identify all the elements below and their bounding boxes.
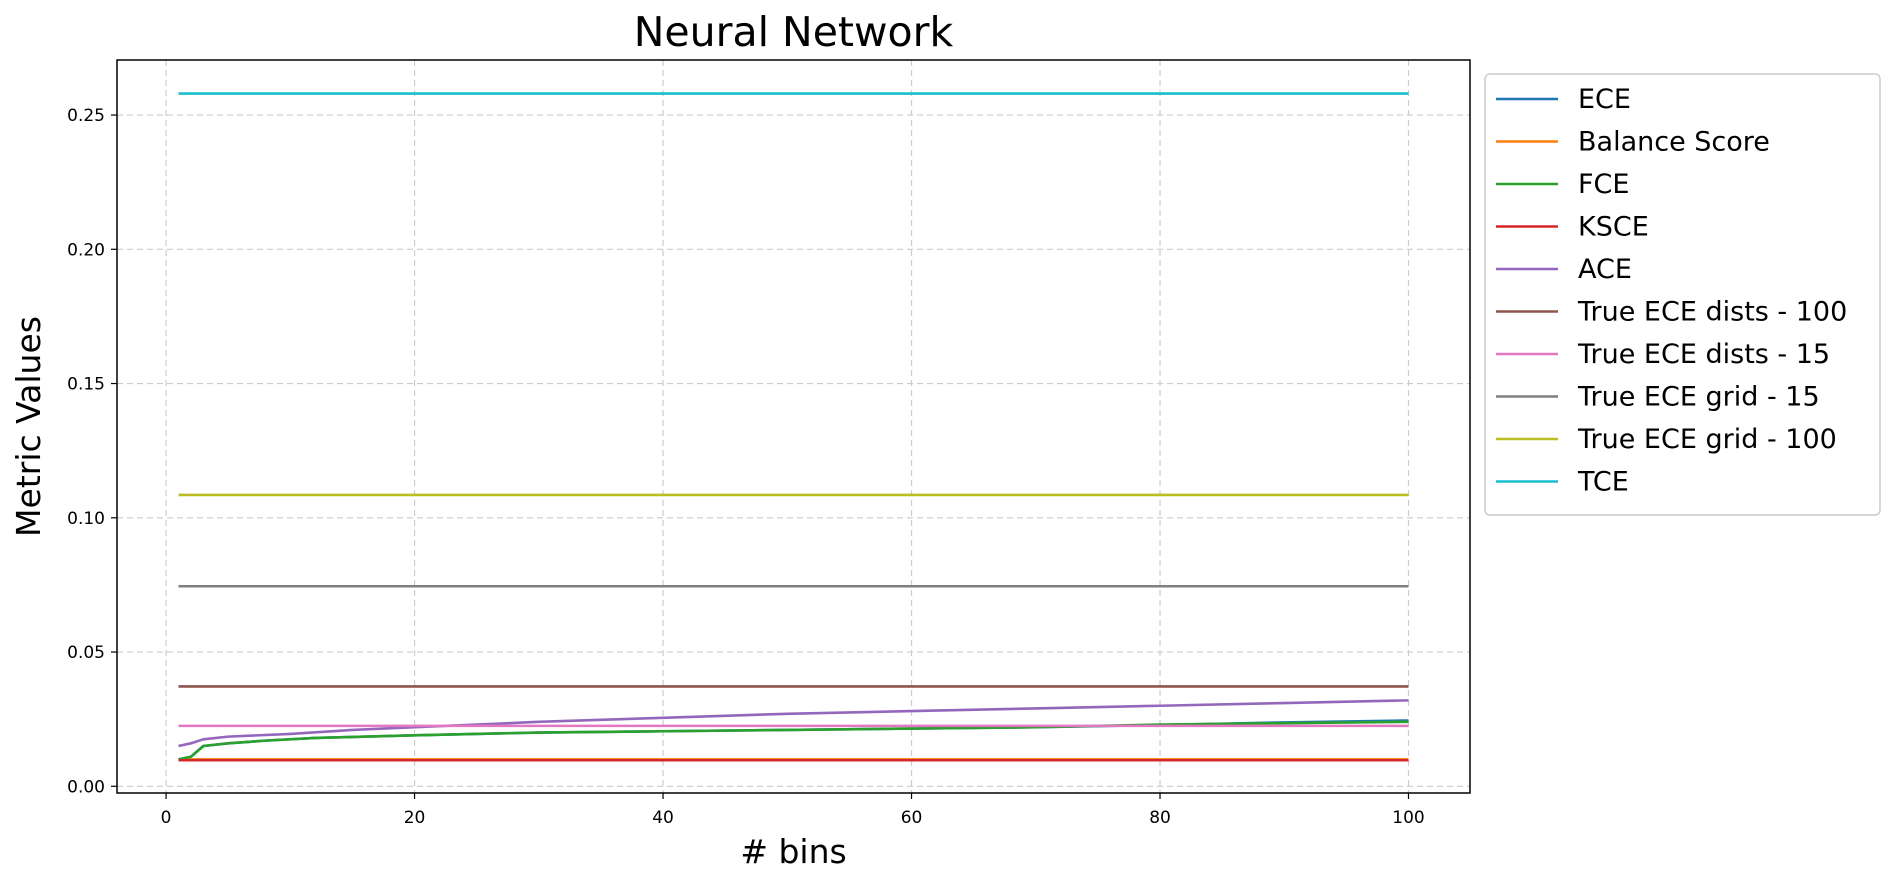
x-tick-label: 40	[652, 808, 674, 828]
y-tick-label: 0.15	[67, 375, 105, 395]
legend-label: True ECE dists - 100	[1577, 297, 1847, 328]
x-tick-label: 80	[1149, 808, 1171, 828]
plot-frame	[116, 59, 1471, 794]
x-tick-label: 20	[404, 808, 426, 828]
x-axis-label: # bins	[740, 832, 846, 871]
x-tick-label: 0	[161, 808, 172, 828]
legend-label: ACE	[1578, 254, 1632, 285]
grid	[117, 60, 1470, 793]
legend-label: FCE	[1578, 169, 1629, 200]
y-tick-label: 0.00	[67, 777, 105, 797]
plot-lines	[178, 92, 1409, 762]
legend-label: KSCE	[1578, 212, 1649, 243]
y-tick-label: 0.20	[67, 240, 105, 260]
chart-title: Neural Network	[634, 8, 954, 56]
legend-label: True ECE dists - 15	[1577, 339, 1830, 370]
x-tick-label: 100	[1392, 808, 1424, 828]
legend-label: Balance Score	[1578, 127, 1770, 158]
legend-label: True ECE grid - 100	[1577, 424, 1837, 455]
legend-box	[1484, 73, 1881, 516]
legend: ECE Balance Score FCE KSCE ACE True ECE dists…	[1484, 73, 1881, 516]
legend-label: True ECE grid - 15	[1577, 382, 1820, 413]
y-tick-label: 0.05	[67, 643, 105, 663]
y-axis-label: Metric Values	[9, 316, 48, 537]
y-tick-label: 0.25	[67, 106, 105, 126]
legend-label: TCE	[1577, 467, 1629, 498]
legend-label: ECE	[1578, 84, 1631, 115]
x-tick-label: 60	[901, 808, 923, 828]
series-line-ace	[178, 699, 1409, 748]
y-tick-label: 0.10	[67, 509, 105, 529]
axis-ticks: 0 20 40 60 80 100 0.00 0.05 0.10 0.15 0.20 0.25	[67, 106, 1425, 828]
